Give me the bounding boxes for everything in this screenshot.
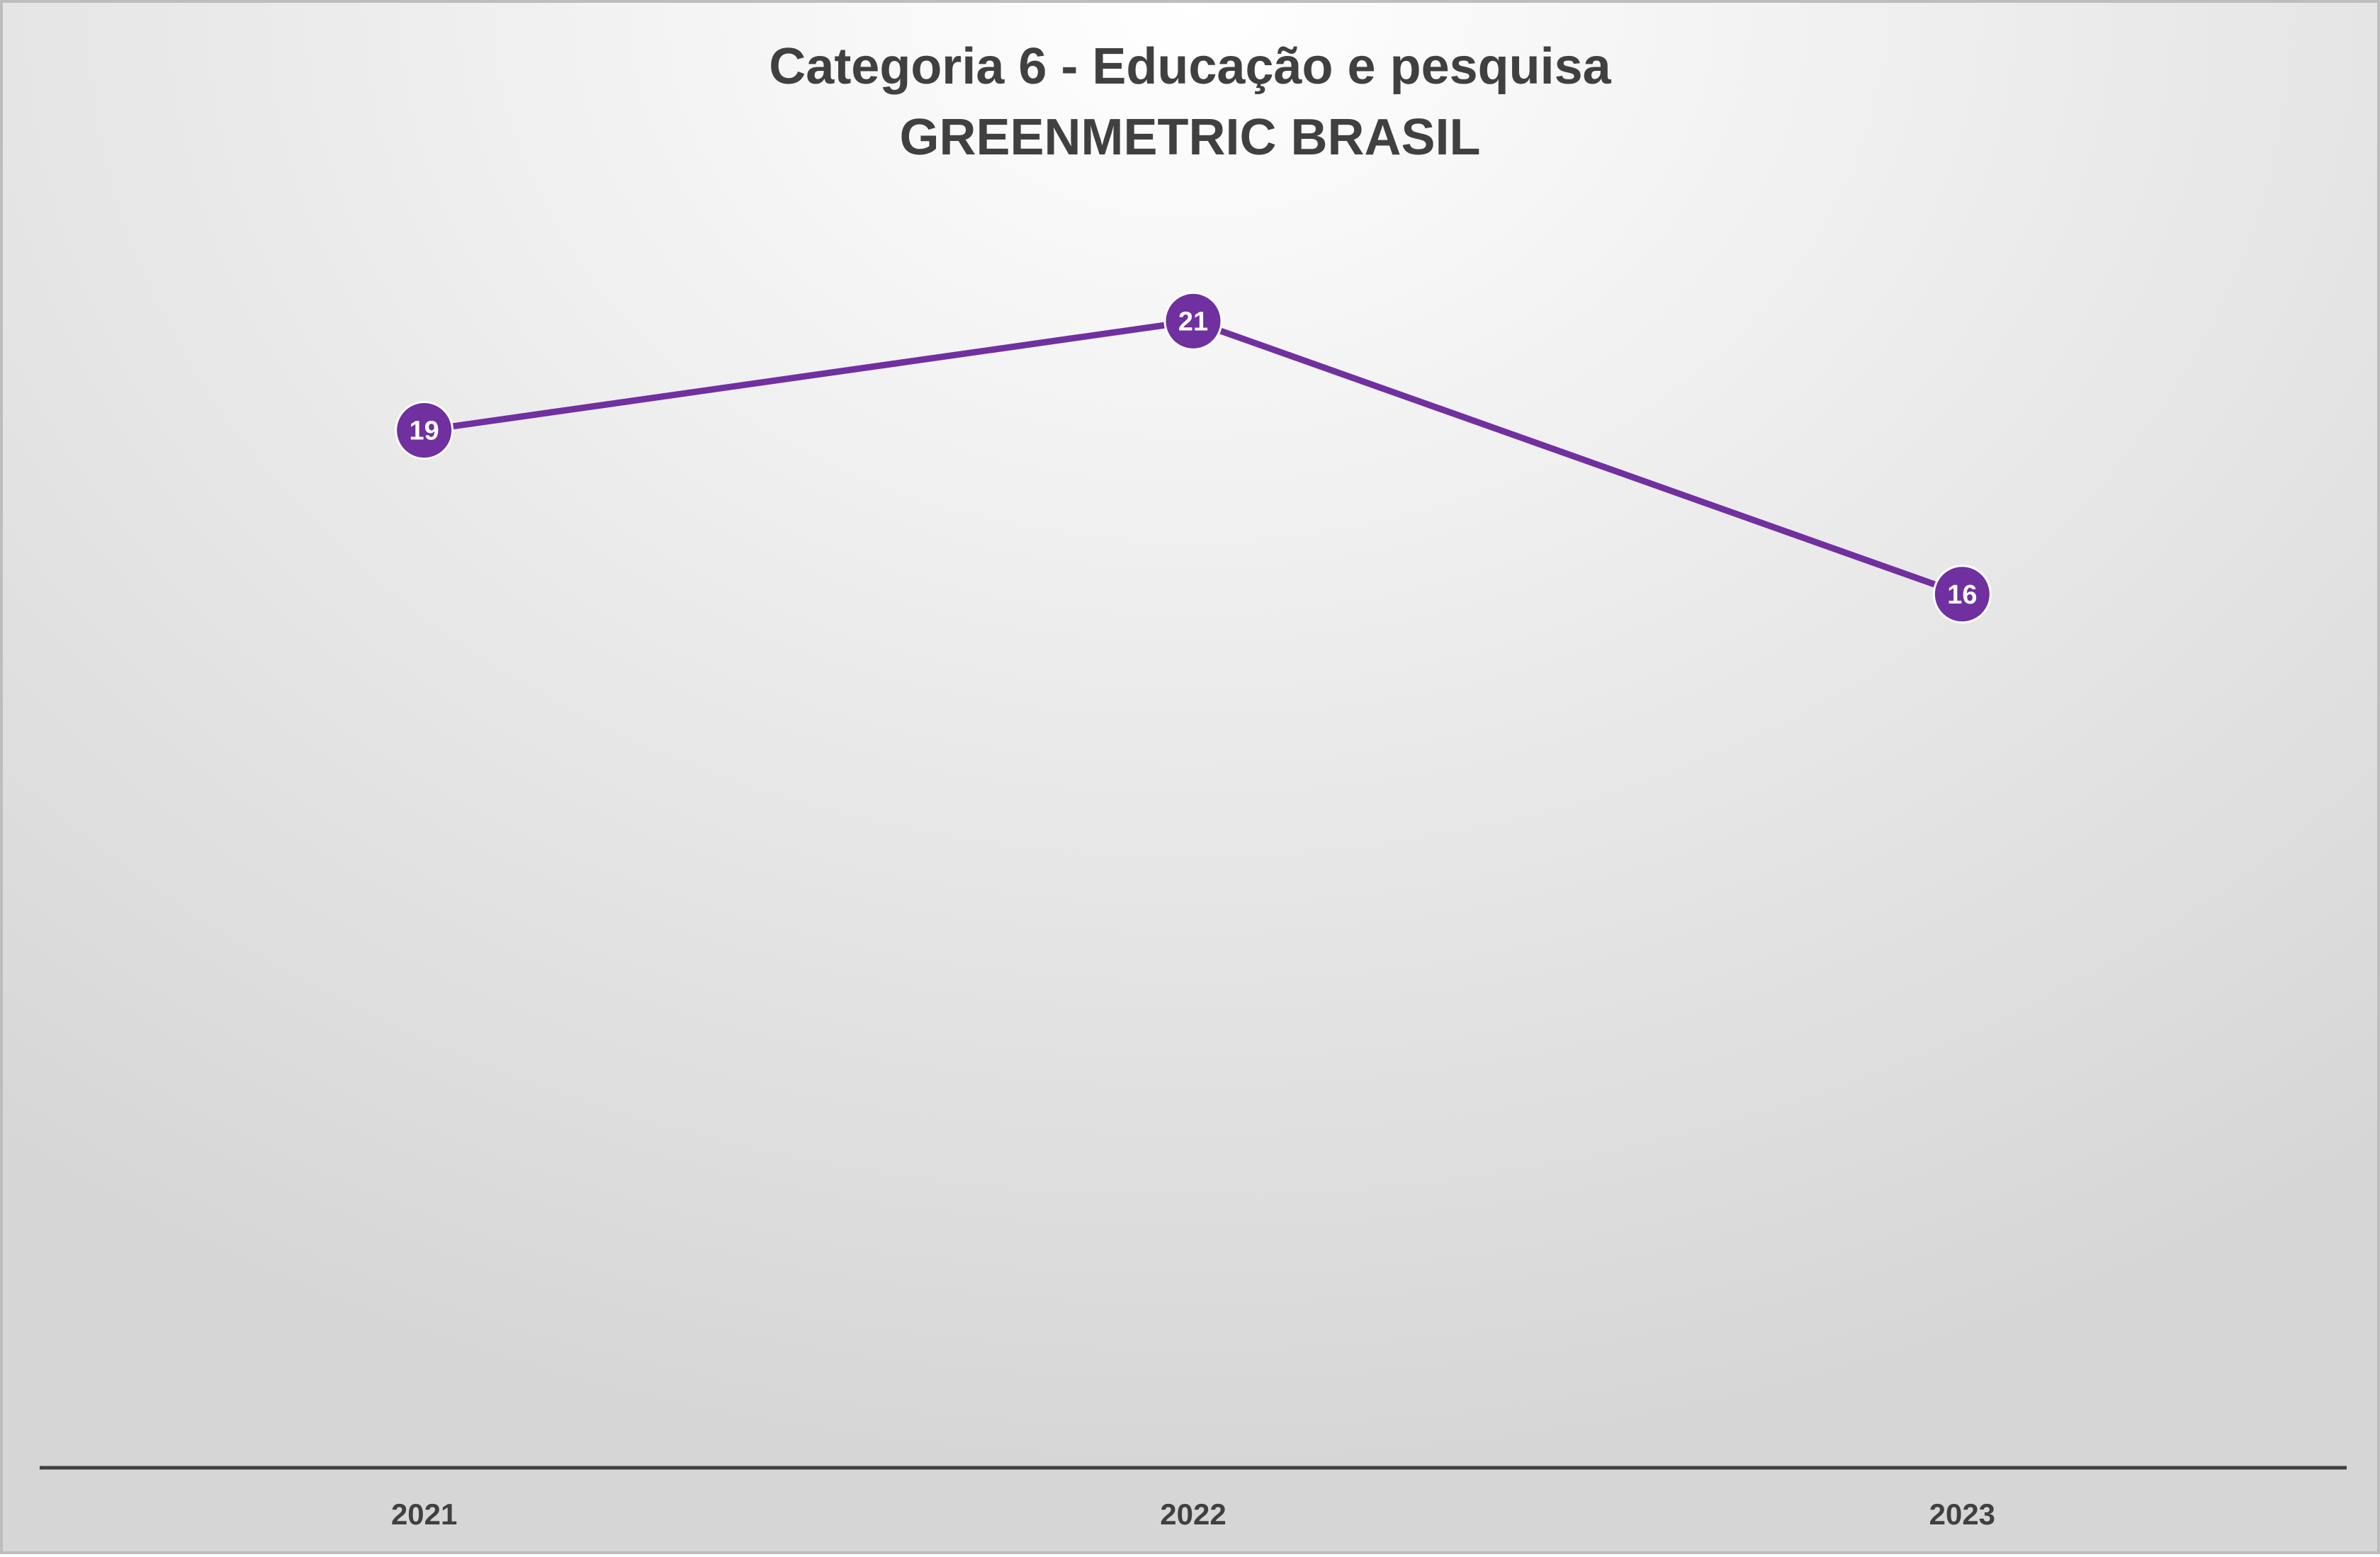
- chart-title-block: Categoria 6 - Educação e pesquisa GREENM…: [3, 31, 2377, 173]
- x-tick-layer: 2021 2022 2023: [391, 1497, 1995, 1531]
- line-chart: 19 21 16 2021 2022 2023: [40, 291, 2347, 1531]
- chart-title: Categoria 6 - Educação e pesquisa: [769, 38, 1611, 95]
- series-line: [424, 317, 1963, 598]
- data-point: [1932, 565, 1992, 624]
- data-label: 19: [410, 417, 439, 446]
- x-tick-label: 2023: [1929, 1497, 1995, 1531]
- data-label: 21: [1178, 307, 1208, 336]
- x-tick-label: 2022: [1160, 1497, 1226, 1531]
- data-label: 16: [1947, 580, 1977, 610]
- chart-subtitle: GREENMETRIC BRASIL: [899, 109, 1481, 166]
- data-point: [1163, 291, 1223, 351]
- x-tick-label: 2021: [391, 1497, 457, 1531]
- data-point: [395, 401, 454, 460]
- series-layer: 19 21 16: [395, 291, 1992, 624]
